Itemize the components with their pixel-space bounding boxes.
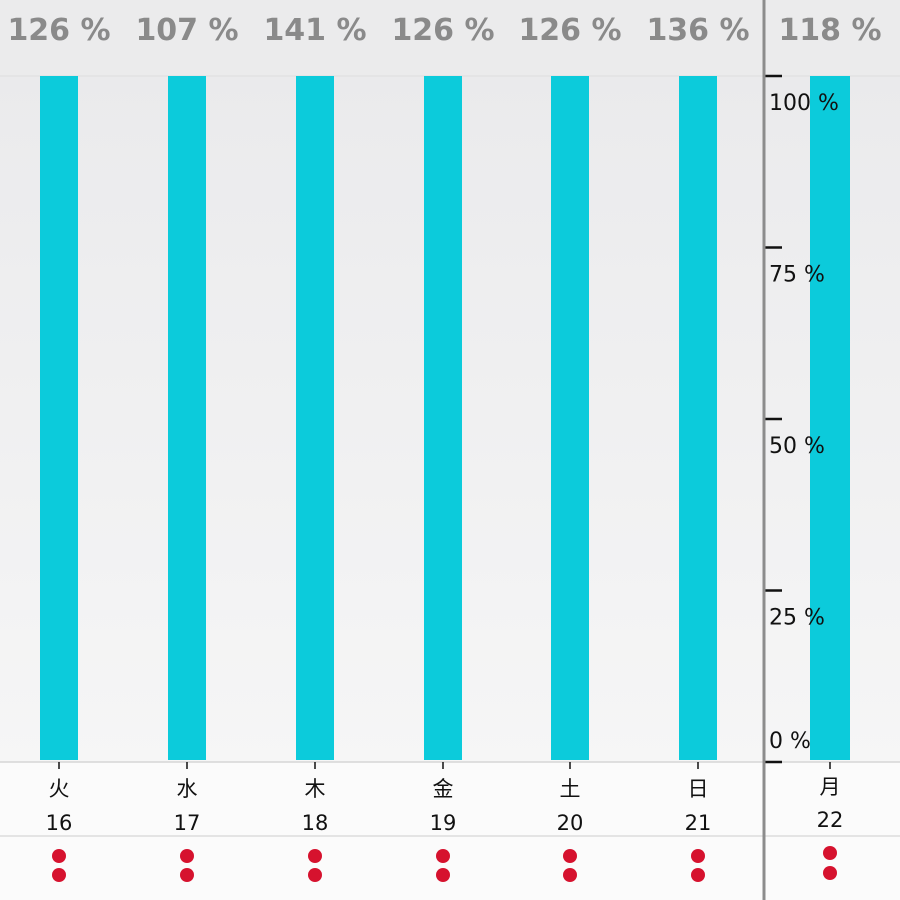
bar-20 [551, 76, 589, 760]
weekday-label-19: 金 [433, 777, 454, 801]
value-label-22: 118 % [778, 13, 881, 48]
value-label-19: 126 % [391, 13, 494, 48]
bar-21 [679, 76, 717, 760]
date-label-22: 22 [817, 808, 844, 832]
marker-dot-16-1 [52, 849, 66, 863]
date-label-17: 17 [174, 811, 201, 835]
y-tick-label-75: 75 % [769, 263, 825, 288]
value-label-16: 126 % [7, 13, 110, 48]
bar-17 [168, 76, 206, 760]
marker-dot-18-1 [308, 849, 322, 863]
marker-dot-16-2 [52, 868, 66, 882]
y-tick-label-100: 100 % [769, 91, 839, 116]
date-label-19: 19 [430, 811, 457, 835]
marker-dot-22-1 [823, 846, 837, 860]
footer-band [0, 762, 900, 900]
value-label-21: 136 % [646, 13, 749, 48]
marker-dot-20-1 [563, 849, 577, 863]
marker-dot-17-1 [180, 849, 194, 863]
value-label-20: 126 % [518, 13, 621, 48]
y-tick-label-50: 50 % [769, 434, 825, 459]
weekday-label-21: 日 [688, 777, 709, 801]
bar-18 [296, 76, 334, 760]
y-tick-label-0: 0 % [769, 729, 811, 754]
value-label-17: 107 % [135, 13, 238, 48]
weekday-label-18: 木 [305, 777, 326, 801]
bar-19 [424, 76, 462, 760]
date-label-20: 20 [557, 811, 584, 835]
marker-dot-21-1 [691, 849, 705, 863]
marker-dot-22-2 [823, 866, 837, 880]
date-label-16: 16 [46, 811, 73, 835]
marker-dot-19-1 [436, 849, 450, 863]
bar-16 [40, 76, 78, 760]
bar-22 [810, 76, 850, 760]
value-label-18: 141 % [263, 13, 366, 48]
weekday-label-20: 土 [560, 777, 581, 801]
marker-dot-20-2 [563, 868, 577, 882]
marker-dot-21-2 [691, 868, 705, 882]
header-band [0, 0, 900, 76]
date-label-21: 21 [685, 811, 712, 835]
marker-dot-19-2 [436, 868, 450, 882]
date-label-18: 18 [302, 811, 329, 835]
y-tick-label-25: 25 % [769, 606, 825, 631]
weekday-label-22: 月 [820, 775, 841, 799]
weekday-label-17: 水 [177, 777, 198, 801]
weekday-label-16: 火 [49, 777, 70, 801]
marker-dot-17-2 [180, 868, 194, 882]
marker-dot-18-2 [308, 868, 322, 882]
